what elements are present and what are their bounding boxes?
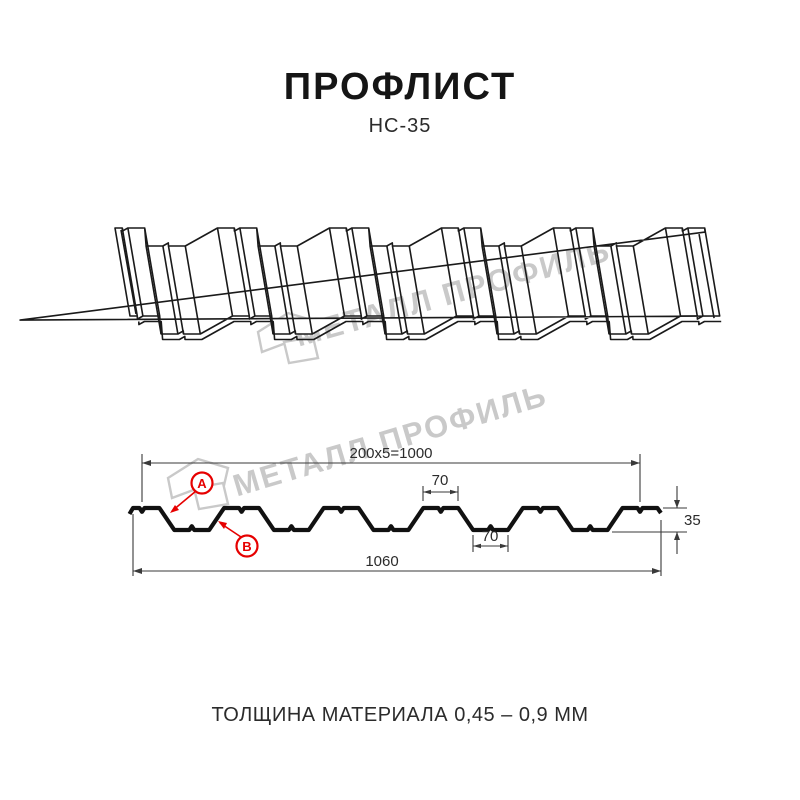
marker-a-circle [190,471,214,495]
rib-edge-line [255,227,273,317]
dim-total-width-label: 1060 [365,553,398,570]
marker-a-letter: A [197,476,207,491]
rib-edge-line [681,227,699,317]
sheet-3d-view [19,227,722,341]
rib-edge-line [369,245,386,335]
rib-edge-line [328,227,346,317]
dimension-arrowheads [133,460,680,574]
rib-edge-line [162,245,179,335]
rib-edge-line [440,227,458,317]
dimension-lines [132,454,687,576]
rib-edge-line [479,227,497,317]
rib-edge-line [503,245,521,335]
material-thickness-note: ТОЛЩИНА МАТЕРИАЛА 0,45 – 0,9 ММ [211,704,589,726]
rib-edge-line [279,245,297,335]
dim-top-flange-label: 70 [432,472,449,489]
rib-edge-line [463,227,480,317]
surface-markers: A B [170,471,259,558]
rib-edge-line [615,245,633,335]
rib-edge-line [481,245,498,335]
page-title: ПРОФЛИСТ [283,66,517,108]
rib-edge-line [687,227,704,317]
rib-edge-line [386,245,403,335]
sheet-3d-rib-edges [121,227,721,335]
profile-model: НС-35 [368,115,432,137]
rib-edge-line [457,227,475,317]
rib-edge-line [520,245,538,335]
dim-height-label: 35 [684,512,701,529]
rib-edge-line [167,245,185,335]
rib-edge-line [233,227,251,317]
rib-edge-line [591,227,609,317]
rib-edge-line [184,245,202,335]
dim-bottom-flange-label: 70 [482,528,499,545]
rib-edge-line [408,245,426,335]
rib-edge-line [575,227,592,317]
rib-edge-line [498,245,515,335]
rib-edge-line [121,227,139,317]
rib-edge-line [703,227,721,317]
rib-edge-line [127,227,144,317]
rib-edge-line [391,245,409,335]
rib-edge-line [143,227,161,317]
rib-edge-line [664,227,682,317]
dim-pitch-label: 200x5=1000 [350,445,433,462]
rib-edge-line [274,245,291,335]
rib-edge-line [552,227,570,317]
rib-edge-line [216,227,234,317]
rib-edge-line [632,245,650,335]
rib-edge-line [296,245,314,335]
rib-edge-line [367,227,385,317]
rib-edge-line [345,227,363,317]
rib-edge-line [351,227,368,317]
rib-edge-line [257,245,274,335]
marker-b-letter: B [242,539,251,554]
rib-edge-line [610,245,627,335]
rib-edge-line [569,227,587,317]
marker-b-circle [235,534,259,558]
cross-section-profile [127,505,663,533]
rib-edge-line [145,245,162,335]
rib-edge-line [593,245,610,335]
rib-edge-line [239,227,256,317]
sheet-3d-thickness-line [120,229,722,341]
